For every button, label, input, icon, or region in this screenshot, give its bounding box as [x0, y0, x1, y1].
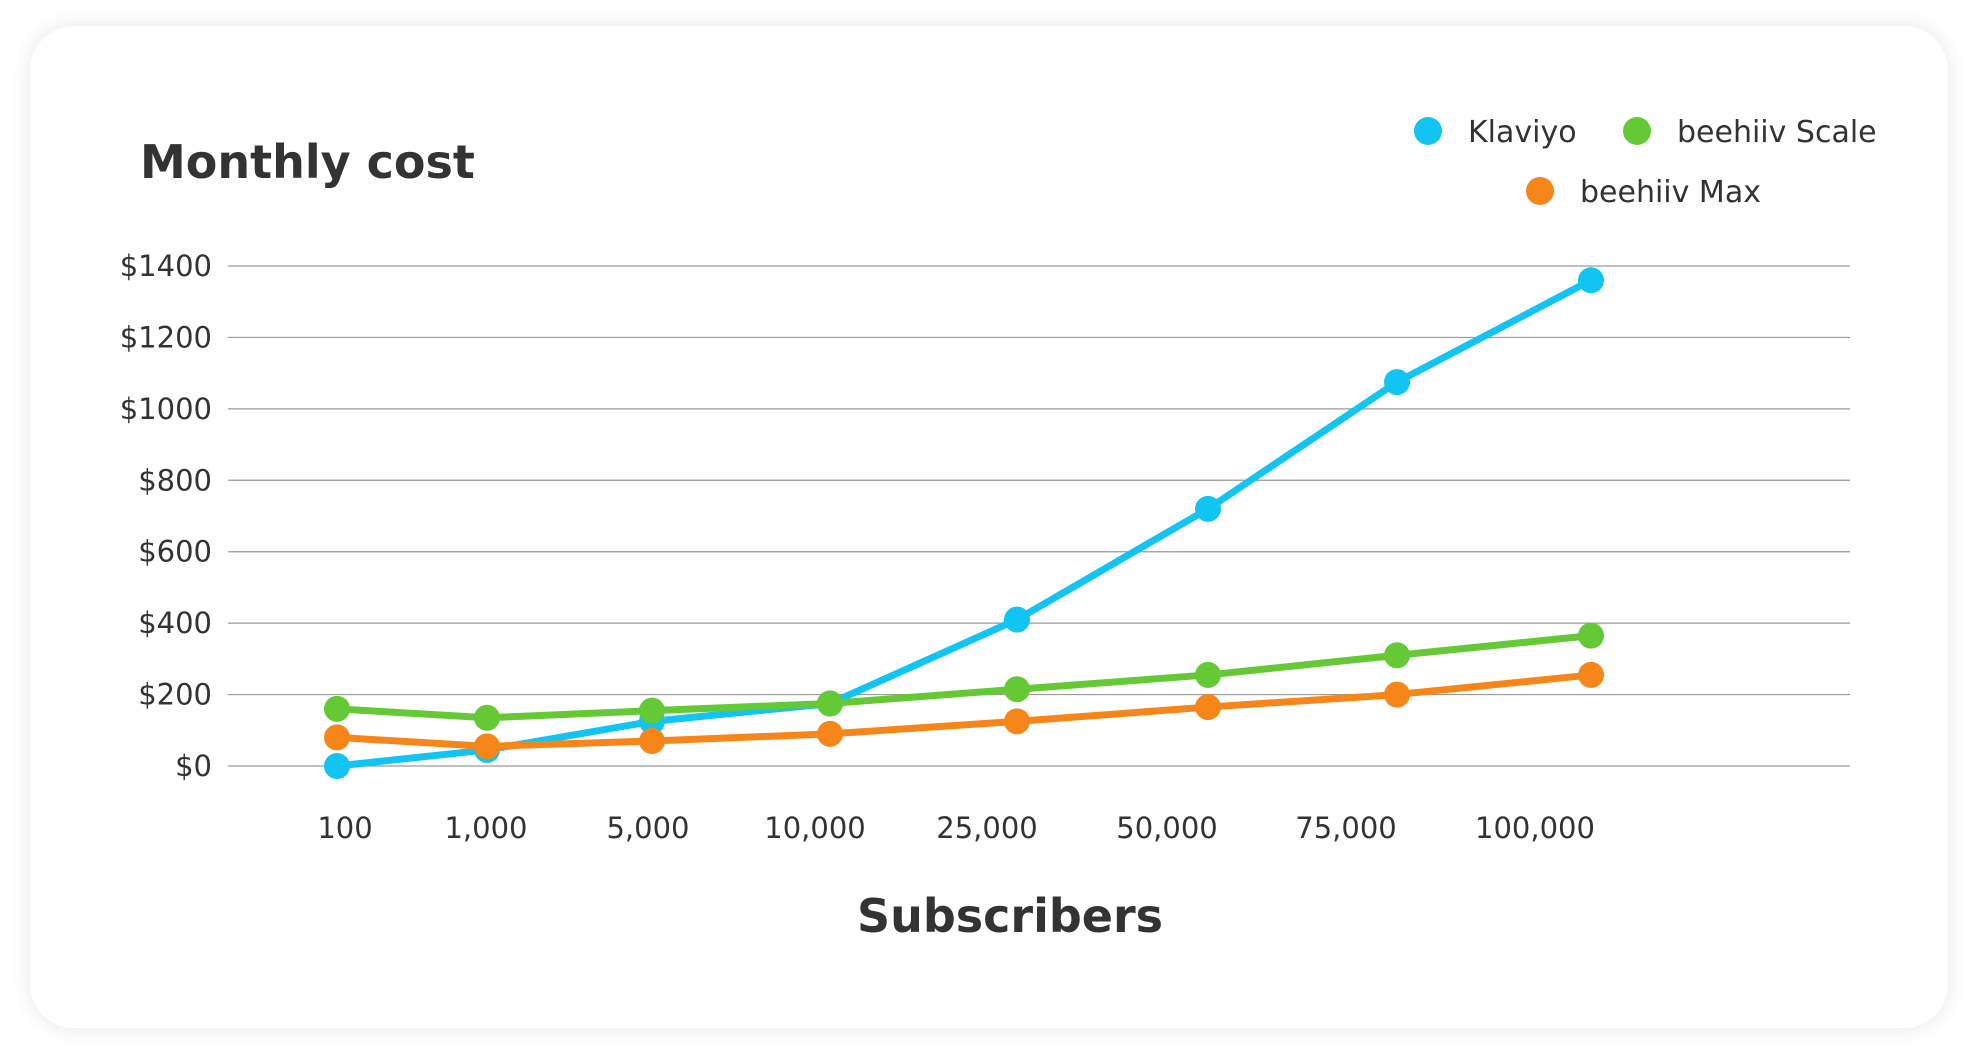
- series-line: [333, 671, 1595, 750]
- x-axis-ticks: 100 1,000 5,000 10,000 25,000 50,000 75,000 100…: [317, 811, 1595, 845]
- data-point: [1004, 708, 1030, 735]
- y-tick-label: $200: [138, 678, 212, 712]
- x-tick-label: 5,000: [606, 811, 689, 845]
- legend-swatch: [1414, 117, 1442, 145]
- x-tick-label: 10,000: [764, 811, 865, 845]
- y-tick-label: $600: [138, 535, 212, 569]
- x-tick-label: 1,000: [444, 811, 527, 845]
- data-point: [1384, 681, 1410, 708]
- data-point: [474, 704, 500, 731]
- data-point: [639, 728, 665, 754]
- data-point: [1578, 622, 1604, 649]
- data-point: [1004, 676, 1030, 703]
- legend: Klaviyo beehiiv Scale beehiiv Max: [1414, 115, 1877, 210]
- y-tick-label: $1200: [120, 320, 212, 354]
- y-tick-label: $800: [138, 463, 212, 497]
- legend-label: beehiiv Scale: [1677, 115, 1877, 150]
- data-point: [817, 690, 843, 717]
- legend-label: beehiiv Max: [1580, 175, 1761, 210]
- series-line: [333, 632, 1595, 722]
- y-axis-ticks: $0 $200 $400 $600 $800 $1000 $1200 $1400: [120, 249, 212, 783]
- data-point: [324, 724, 350, 751]
- x-axis-title: Subscribers: [857, 889, 1163, 943]
- x-tick-label: 75,000: [1295, 811, 1396, 845]
- data-point: [1195, 495, 1221, 522]
- x-tick-label: 50,000: [1116, 811, 1217, 845]
- data-point: [1195, 694, 1221, 721]
- data-point: [639, 697, 665, 724]
- grid-layer: [228, 265, 1850, 767]
- series-layer: [324, 267, 1604, 779]
- data-point: [474, 733, 500, 760]
- legend-swatch: [1526, 177, 1554, 205]
- data-point: [817, 720, 843, 747]
- x-tick-label: 100,000: [1475, 811, 1595, 845]
- data-point: [1004, 606, 1030, 633]
- x-tick-label: 100: [317, 811, 372, 845]
- x-tick-label: 25,000: [936, 811, 1037, 845]
- data-point: [1578, 661, 1604, 688]
- data-point: [1384, 369, 1410, 396]
- chart-title: Monthly cost: [140, 135, 475, 189]
- data-point: [324, 753, 350, 779]
- chart-card: [30, 26, 1948, 1028]
- y-tick-label: $1000: [120, 392, 212, 426]
- data-point: [1578, 267, 1604, 294]
- legend-label: Klaviyo: [1468, 115, 1577, 150]
- data-point: [1195, 661, 1221, 688]
- data-point: [1384, 642, 1410, 669]
- y-tick-label: $0: [175, 749, 212, 783]
- data-point: [324, 695, 350, 722]
- y-tick-label: $1400: [120, 249, 212, 283]
- legend-swatch: [1623, 117, 1651, 145]
- y-tick-label: $400: [138, 606, 212, 640]
